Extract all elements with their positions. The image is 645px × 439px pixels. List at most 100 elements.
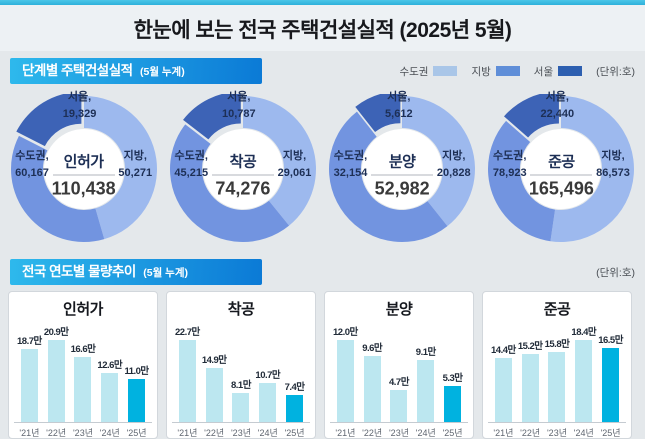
donut-hole (362, 129, 443, 209)
stage-unit-label: (단위:호) (596, 65, 635, 78)
donut-center-준공: 준공 165,496 (518, 151, 604, 200)
donut-chart-인허가 (10, 94, 157, 242)
label-seoul: 서울, 5,612 (385, 91, 413, 121)
bar (47, 340, 65, 422)
bar-column: 12.6만 (97, 357, 123, 422)
slice-sudogwon (10, 135, 104, 242)
bar (336, 340, 354, 422)
label-province: 지방, 50,271 (118, 150, 153, 180)
trend-section-header-row: 전국 연도별 물량추이 (5월 누계) (단위:호) (0, 259, 645, 285)
donut-chart-분양 (329, 94, 476, 243)
bar (363, 356, 381, 422)
year-label: '21년 (335, 428, 356, 438)
donut-hole (202, 129, 283, 209)
bar-value-label: 20.9만 (43, 327, 69, 338)
page-title: 한눈에 보는 전국 주택건설실적 (2025년 5월) (133, 19, 512, 42)
stage-legend: 수도권 지방 서울 (단위:호) (399, 64, 635, 79)
slice-jibang (242, 96, 316, 226)
year-label: '22년 (204, 428, 225, 438)
donut-분양: 분양 52,982 서울, 5,612 수도권, 32,154 지방, 20,828 (323, 86, 482, 251)
bar-value-label: 5.3만 (442, 373, 463, 384)
bar (178, 340, 196, 422)
bar-column: 12.0만 (332, 324, 358, 422)
bar-column: 8.1만 (228, 377, 254, 422)
slice-sudogwon (329, 111, 448, 243)
bar-value-label: 16.6만 (70, 344, 96, 355)
year-label: '21년 (493, 428, 514, 438)
year-label: '22년 (362, 428, 383, 438)
year-label: '23년 (72, 428, 93, 438)
year-label: '23년 (388, 428, 409, 438)
legend-item-지방: 지방 (471, 64, 520, 79)
year-label: '25년 (126, 428, 147, 438)
slice-seoul (182, 94, 241, 140)
bar-value-label: 12.6만 (97, 360, 123, 371)
bar-column: 15.8만 (544, 336, 570, 422)
donut-center-분양: 분양 52,982 (359, 151, 445, 200)
slice-jibang (83, 96, 157, 240)
year-label: '24년 (573, 428, 594, 438)
bar-column: 22.7만 (174, 324, 200, 422)
label-seoul: 서울, 10,787 (222, 91, 256, 121)
donut-total-value: 74,276 (215, 178, 271, 199)
donut-hole (521, 129, 602, 209)
bar (101, 373, 119, 422)
bar-column: 14.4만 (490, 342, 516, 422)
bar-chart-plot: 22.7만 14.9만 8.1만 10.7만 7.4만 (172, 321, 310, 423)
legend-label: 수도권 (399, 65, 429, 78)
donut-divider (52, 174, 115, 176)
stage-section-badge: 단계별 주택건설실적 (5월 누계) (10, 58, 262, 84)
donut-total-value: 52,982 (374, 178, 430, 199)
year-label: '22년 (46, 428, 67, 438)
bar-chart-card-준공: 준공 14.4만 15.2만 15.8만 18.4만 16.5만 '21년 '22년 '23년 '… (482, 291, 632, 439)
slice-jibang (550, 96, 635, 242)
donut-stage-name: 준공 (548, 153, 575, 171)
trend-section-title: 전국 연도별 물량추이 (22, 264, 136, 279)
donut-stage-name: 인허가 (63, 153, 104, 171)
donut-center-인허가: 인허가 110,438 (41, 151, 127, 200)
trend-section-badge: 전국 연도별 물량추이 (5월 누계) (10, 259, 262, 285)
donut-charts-area: 인허가 110,438 서울, 19,329 수도권, 60,167 지방, 50,271 착공… (0, 84, 645, 251)
bar-value-label: 14.9만 (201, 355, 227, 366)
year-label: '24년 (99, 428, 120, 438)
label-province: 지방, 86,573 (596, 150, 630, 180)
donut-divider (211, 174, 274, 176)
trend-section-note: (5월 누계) (143, 267, 188, 279)
bar (390, 390, 408, 422)
trend-unit-label: (단위:호) (596, 266, 635, 279)
bar-value-label: 16.5만 (598, 335, 623, 346)
bar-value-label: 9.1만 (415, 347, 436, 358)
bar-chart-plot: 12.0만 9.6만 4.7만 9.1만 5.3만 (330, 321, 468, 423)
legend-label: 서울 (533, 65, 554, 78)
bar-chart-year-axis: '21년 '22년 '23년 '24년 '25년 (172, 423, 310, 439)
donut-chart-준공 (488, 94, 635, 242)
label-province: 지방, 20,828 (436, 150, 471, 180)
bar-value-label: 8.1만 (231, 380, 251, 391)
bar-chart-year-axis: '21년 '22년 '23년 '24년 '25년 (330, 423, 468, 439)
bar (575, 340, 593, 422)
slice-jibang (402, 96, 476, 227)
bar-chart-title: 준공 (543, 301, 571, 318)
bar-value-label: 15.8만 (544, 339, 570, 350)
label-capital: 수도권, 45,215 (174, 150, 209, 180)
bar-value-label: 18.7만 (17, 336, 42, 347)
bar-value-label: 15.2만 (517, 341, 543, 352)
label-seoul: 서울, 19,329 (62, 91, 97, 121)
donut-chart-착공 (169, 94, 316, 242)
slice-sudogwon (488, 120, 556, 242)
bar-value-label: 7.4만 (284, 382, 305, 393)
title-band: 한눈에 보는 전국 주택건설실적 (2025년 5월) (0, 5, 645, 51)
bar (417, 360, 435, 422)
bar-value-label: 9.6만 (362, 343, 383, 354)
bar-column: 5.3만 (440, 370, 466, 422)
donut-stage-name: 착공 (229, 153, 257, 171)
donut-착공: 착공 74,276 서울, 10,787 수도권, 45,215 지방, 29,061 (163, 86, 322, 251)
label-province: 지방, 29,061 (277, 150, 312, 180)
bar-value-label: 10.7만 (255, 370, 281, 381)
bar-column: 7.4만 (282, 379, 308, 422)
stage-section-note: (5월 누계) (139, 66, 185, 78)
bar-chart-year-axis: '21년 '22년 '23년 '24년 '25년 (488, 423, 626, 439)
bar-value-label: 14.4만 (491, 345, 516, 356)
year-label: '21년 (177, 428, 198, 438)
bar-value-label: 22.7만 (175, 327, 200, 338)
